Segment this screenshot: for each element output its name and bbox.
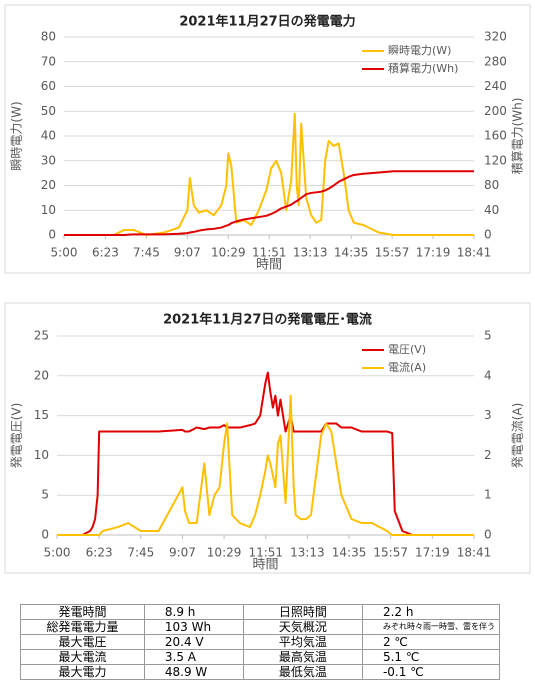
table-value: 8.9 h bbox=[143, 604, 244, 620]
x-tick-label: 9:07 bbox=[169, 546, 196, 560]
y-tick-label: 70 bbox=[41, 54, 56, 68]
y-tick-label: 25 bbox=[34, 329, 49, 343]
summary-table: 発電時間 8.9 h 日照時間 2.2 h 総発電電力量 103 Wh 天気概況 みぞれ時々雨… bbox=[20, 604, 501, 680]
table-row: 発電時間 8.9 h 日照時間 2.2 h bbox=[20, 604, 501, 620]
y-tick-label: 40 bbox=[41, 129, 56, 143]
y2-tick-label: 80 bbox=[484, 178, 499, 192]
x-axis-title: 時間 bbox=[252, 558, 278, 573]
y-tick-label: 10 bbox=[41, 203, 56, 217]
y-tick-label: 20 bbox=[41, 178, 56, 192]
y2-axis-title: 発電電流(A) bbox=[511, 403, 525, 469]
y2-tick-label: 280 bbox=[484, 54, 507, 68]
x-tick-label: 5:00 bbox=[51, 246, 78, 260]
table-value: 48.9 W bbox=[143, 664, 244, 680]
x-tick-label: 18:41 bbox=[457, 546, 492, 560]
table-row: 総発電電力量 103 Wh 天気概況 みぞれ時々雨一時雪、雷を伴う bbox=[20, 619, 501, 635]
y-tick-label: 0 bbox=[48, 228, 56, 242]
legend-label: 電圧(V) bbox=[388, 343, 426, 356]
table-value: 5.1 ℃ bbox=[361, 649, 501, 665]
y-tick-label: 80 bbox=[41, 30, 56, 44]
table-key: 平均気温 bbox=[242, 634, 363, 650]
y-tick-label: 0 bbox=[41, 528, 49, 542]
x-tick-label: 10:29 bbox=[207, 546, 242, 560]
table-value: 2.2 h bbox=[361, 604, 501, 620]
y2-tick-label: 240 bbox=[484, 79, 507, 93]
y2-tick-label: 1 bbox=[484, 488, 492, 502]
table-key: 総発電電力量 bbox=[20, 619, 145, 635]
y2-tick-label: 2 bbox=[484, 448, 492, 462]
y-tick-label: 15 bbox=[34, 408, 49, 422]
table-key: 最大電圧 bbox=[20, 634, 145, 650]
y2-tick-label: 320 bbox=[484, 30, 507, 44]
y2-axis-title: 積算電力(Wh) bbox=[510, 98, 525, 175]
y2-tick-label: 120 bbox=[484, 153, 507, 167]
x-tick-label: 7:45 bbox=[133, 246, 160, 260]
x-tick-label: 17:19 bbox=[416, 246, 451, 260]
x-tick-label: 5:00 bbox=[44, 546, 71, 560]
y-tick-label: 10 bbox=[34, 448, 49, 462]
series-line bbox=[57, 371, 474, 536]
series-line bbox=[57, 394, 474, 536]
y2-tick-label: 0 bbox=[484, 228, 492, 242]
y2-tick-label: 40 bbox=[484, 203, 499, 217]
y2-tick-label: 5 bbox=[484, 329, 492, 343]
chart-frame bbox=[4, 302, 531, 574]
table-key: 最大電流 bbox=[20, 649, 145, 665]
y2-tick-label: 0 bbox=[484, 528, 492, 542]
y-tick-label: 5 bbox=[41, 488, 49, 502]
y2-tick-label: 3 bbox=[484, 408, 492, 422]
x-tick-label: 9:07 bbox=[174, 246, 201, 260]
charts: 2021年11月27日の発電電力010203040506070800408012… bbox=[4, 4, 531, 574]
table-row: 最大電力 48.9 W 最低気温 -0.1 ℃ bbox=[20, 664, 501, 680]
y2-tick-label: 160 bbox=[484, 129, 507, 143]
chart-frame bbox=[4, 4, 531, 274]
table-key: 最大電力 bbox=[20, 664, 145, 680]
y2-tick-label: 200 bbox=[484, 104, 507, 118]
table-value: 2 ℃ bbox=[361, 634, 501, 650]
table-key: 最高気温 bbox=[242, 649, 363, 665]
x-tick-label: 15:57 bbox=[375, 246, 410, 260]
x-tick-label: 13:13 bbox=[293, 246, 328, 260]
y-tick-label: 60 bbox=[41, 79, 56, 93]
x-tick-label: 13:13 bbox=[290, 546, 325, 560]
table-key: 日照時間 bbox=[242, 604, 363, 620]
y-tick-label: 20 bbox=[34, 368, 49, 382]
x-tick-label: 14:35 bbox=[334, 246, 369, 260]
y2-tick-label: 4 bbox=[484, 368, 492, 382]
x-tick-label: 11:51 bbox=[252, 246, 287, 260]
table-value: 3.5 A bbox=[143, 649, 244, 665]
table-key: 発電時間 bbox=[20, 604, 145, 620]
table-row: 最大電流 3.5 A 最高気温 5.1 ℃ bbox=[20, 649, 501, 665]
table-value: 103 Wh bbox=[143, 619, 244, 635]
series-line bbox=[64, 170, 474, 236]
chart-title: 2021年11月27日の発電電圧･電流 bbox=[163, 312, 372, 328]
table-row: 最大電圧 20.4 V 平均気温 2 ℃ bbox=[20, 634, 501, 650]
table-key: 最低気温 bbox=[242, 664, 363, 680]
y-tick-label: 30 bbox=[41, 153, 56, 167]
legend-label: 電流(A) bbox=[388, 360, 426, 374]
table-value: みぞれ時々雨一時雪、雷を伴う bbox=[361, 619, 501, 635]
x-tick-label: 6:23 bbox=[92, 246, 119, 260]
x-tick-label: 15:57 bbox=[373, 546, 408, 560]
y-axis-title: 発電電圧(V) bbox=[10, 403, 24, 469]
table-value: 20.4 V bbox=[143, 634, 244, 650]
y-tick-label: 50 bbox=[41, 104, 56, 118]
x-tick-label: 18:41 bbox=[457, 246, 492, 260]
y-axis-title: 瞬時電力(W) bbox=[10, 101, 24, 170]
series-line bbox=[64, 112, 474, 236]
x-tick-label: 14:35 bbox=[332, 546, 367, 560]
legend-label: 積算電力(Wh) bbox=[388, 61, 458, 75]
x-tick-label: 10:29 bbox=[211, 246, 246, 260]
x-axis-title: 時間 bbox=[256, 258, 282, 273]
table-value: -0.1 ℃ bbox=[361, 664, 501, 680]
x-tick-label: 11:51 bbox=[248, 546, 283, 560]
x-tick-label: 7:45 bbox=[127, 546, 154, 560]
table-key: 天気概況 bbox=[242, 619, 363, 635]
x-tick-label: 17:19 bbox=[415, 546, 450, 560]
chart-title: 2021年11月27日の発電電力 bbox=[179, 14, 355, 30]
legend-label: 瞬時電力(W) bbox=[388, 44, 451, 57]
x-tick-label: 6:23 bbox=[86, 546, 113, 560]
